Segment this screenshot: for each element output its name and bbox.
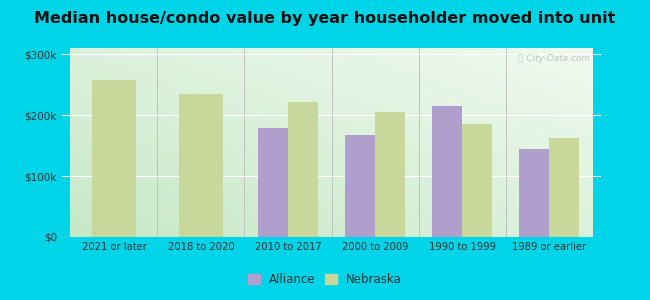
- Bar: [375, 112, 406, 237]
- Bar: [432, 106, 462, 237]
- Bar: [288, 102, 318, 237]
- Bar: [92, 80, 136, 237]
- Text: ⓘ City-Data.com: ⓘ City-Data.com: [518, 54, 590, 63]
- Bar: [462, 124, 493, 237]
- Bar: [257, 128, 288, 237]
- Bar: [519, 148, 549, 237]
- Text: Median house/condo value by year householder moved into unit: Median house/condo value by year househo…: [34, 11, 616, 26]
- Bar: [179, 94, 223, 237]
- Bar: [344, 135, 375, 237]
- Legend: Alliance, Nebraska: Alliance, Nebraska: [243, 269, 407, 291]
- Bar: [549, 138, 580, 237]
